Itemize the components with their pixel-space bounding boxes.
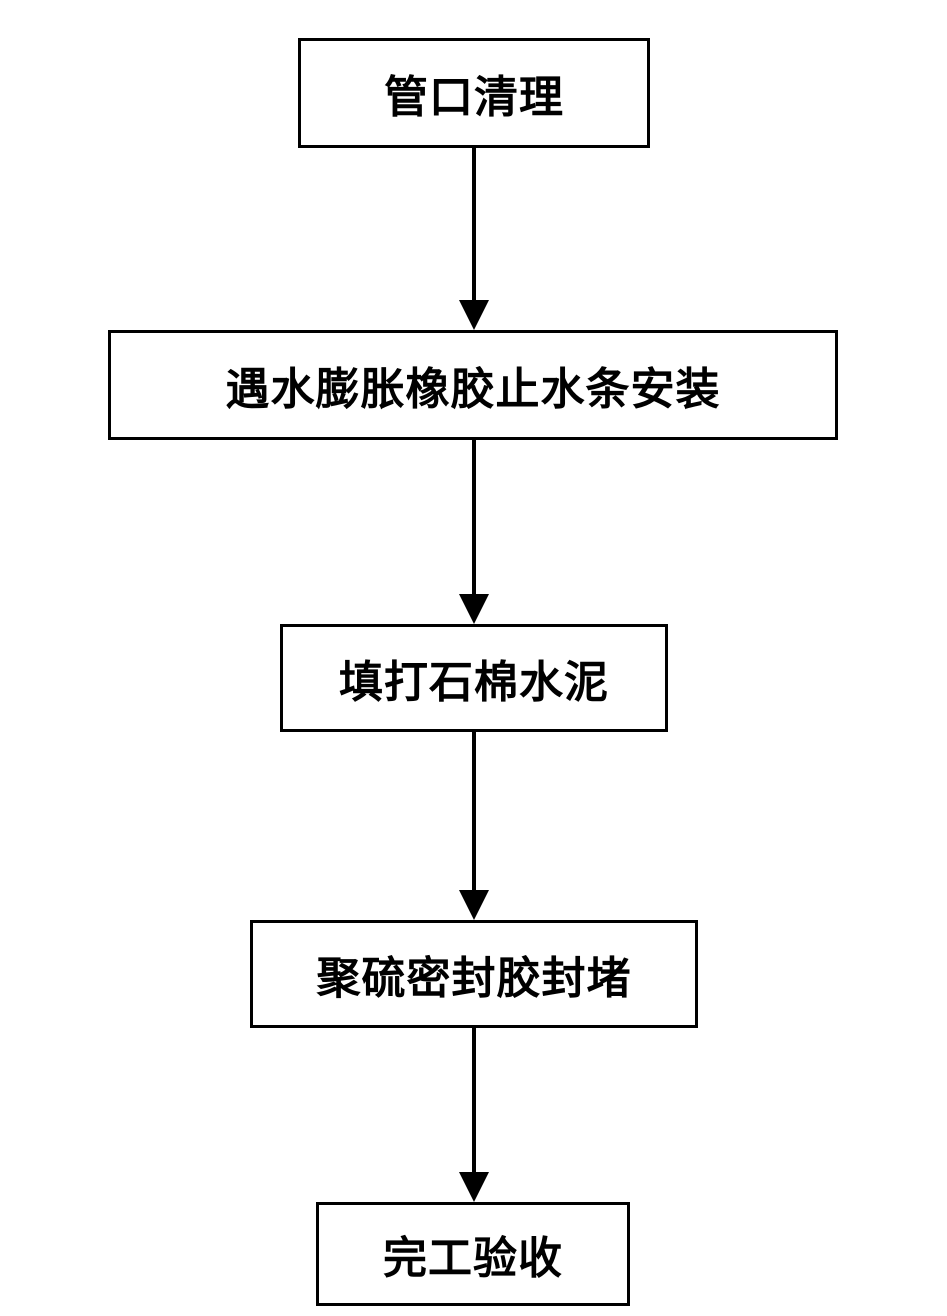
arrow-shaft — [472, 148, 476, 302]
flow-node-5-label: 完工验收 — [383, 1222, 563, 1286]
arrow-shaft — [472, 1028, 476, 1174]
flow-node-4: 聚硫密封胶封堵 — [250, 920, 698, 1028]
flow-node-3: 填打石棉水泥 — [280, 624, 668, 732]
flow-node-4-label: 聚硫密封胶封堵 — [317, 942, 632, 1006]
flow-arrow-1 — [459, 148, 489, 330]
flow-node-1: 管口清理 — [298, 38, 650, 148]
arrow-head-icon — [459, 1172, 489, 1202]
flow-node-3-label: 填打石棉水泥 — [339, 646, 609, 710]
flowchart-canvas: 管口清理 遇水膨胀橡胶止水条安装 填打石棉水泥 聚硫密封胶封堵 完工验收 — [0, 0, 947, 1316]
flow-node-5: 完工验收 — [316, 1202, 630, 1306]
arrow-shaft — [472, 732, 476, 892]
arrow-head-icon — [459, 594, 489, 624]
flow-arrow-2 — [459, 440, 489, 624]
flow-node-2-label: 遇水膨胀橡胶止水条安装 — [226, 353, 721, 417]
flow-node-1-label: 管口清理 — [384, 61, 564, 125]
flow-node-2: 遇水膨胀橡胶止水条安装 — [108, 330, 838, 440]
arrow-head-icon — [459, 890, 489, 920]
arrow-shaft — [472, 440, 476, 596]
arrow-head-icon — [459, 300, 489, 330]
flow-arrow-3 — [459, 732, 489, 920]
flow-arrow-4 — [459, 1028, 489, 1202]
